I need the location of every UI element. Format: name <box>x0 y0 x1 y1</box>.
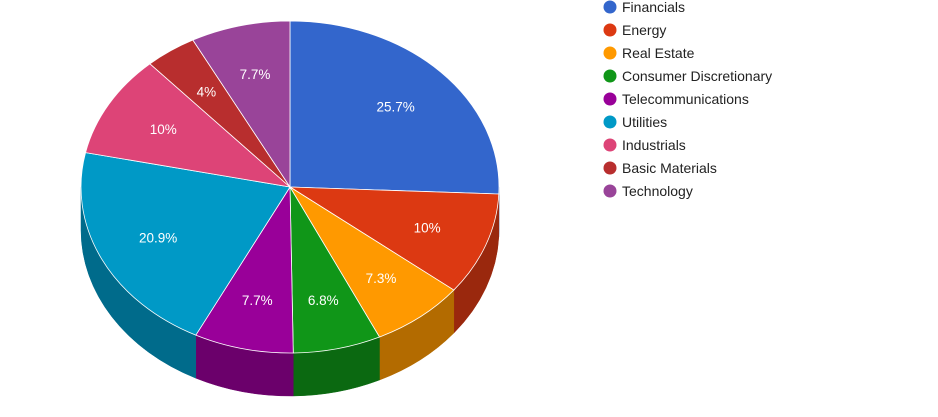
legend-item-industrials[interactable]: Industrials <box>603 137 686 153</box>
legend-label: Basic Materials <box>622 160 717 176</box>
slice-label-basic-materials: 4% <box>197 85 217 100</box>
legend-label: Industrials <box>622 137 686 153</box>
slice-energy[interactable] <box>288 186 500 291</box>
legend-item-consumer-discretionary[interactable]: Consumer Discretionary <box>603 68 773 84</box>
slice-label-utilities: 20.9% <box>139 230 177 245</box>
slice-label-consumer-discretionary: 6.8% <box>308 293 339 308</box>
legend-label: Consumer Discretionary <box>622 68 772 84</box>
slice-label-financials: 25.7% <box>376 100 414 115</box>
legend-swatch <box>603 23 617 37</box>
legend-item-utilities[interactable]: Utilities <box>603 114 668 130</box>
legend-swatch <box>603 92 617 106</box>
legend-item-telecommunications[interactable]: Telecommunications <box>603 91 749 107</box>
legend-item-real-estate[interactable]: Real Estate <box>603 45 695 61</box>
legend-swatch <box>603 69 617 83</box>
legend-item-energy[interactable]: Energy <box>603 22 667 38</box>
legend-label: Technology <box>622 183 693 199</box>
legend-label: Telecommunications <box>622 91 749 107</box>
slice-label-real-estate: 7.3% <box>366 271 397 286</box>
pie-label-layer: 25.7% 10% 7.3% 6.8% 7.7% 20.9% 10% 4% 7.7% <box>139 67 441 308</box>
legend-swatch <box>603 0 617 14</box>
legend-swatch <box>603 161 617 175</box>
legend-label: Real Estate <box>622 45 695 61</box>
slice-label-industrials: 10% <box>150 122 177 137</box>
legend-item-financials[interactable]: Financials <box>603 0 686 15</box>
legend-swatch <box>603 115 617 129</box>
slice-utilities[interactable] <box>80 152 291 336</box>
slice-technology[interactable] <box>192 20 291 189</box>
slice-industrials[interactable] <box>85 63 292 188</box>
pie-top-layer <box>80 20 500 354</box>
legend: Financials Energy Real Estate Consumer Disc… <box>603 0 773 199</box>
legend-swatch <box>603 184 617 198</box>
slice-label-telecommunications: 7.7% <box>242 293 273 308</box>
pie-depth-layer <box>80 186 500 397</box>
legend-swatch <box>603 138 617 152</box>
slice-label-energy: 10% <box>414 221 441 236</box>
legend-item-technology[interactable]: Technology <box>603 183 693 199</box>
legend-swatch <box>603 46 617 60</box>
slice-telecommunications[interactable] <box>195 185 294 354</box>
slice-label-technology: 7.7% <box>240 67 271 82</box>
legend-label: Utilities <box>622 114 667 130</box>
legend-label: Energy <box>622 22 666 38</box>
legend-label: Financials <box>622 0 685 15</box>
legend-item-basic-materials[interactable]: Basic Materials <box>603 160 717 176</box>
slice-financials[interactable] <box>289 20 500 195</box>
